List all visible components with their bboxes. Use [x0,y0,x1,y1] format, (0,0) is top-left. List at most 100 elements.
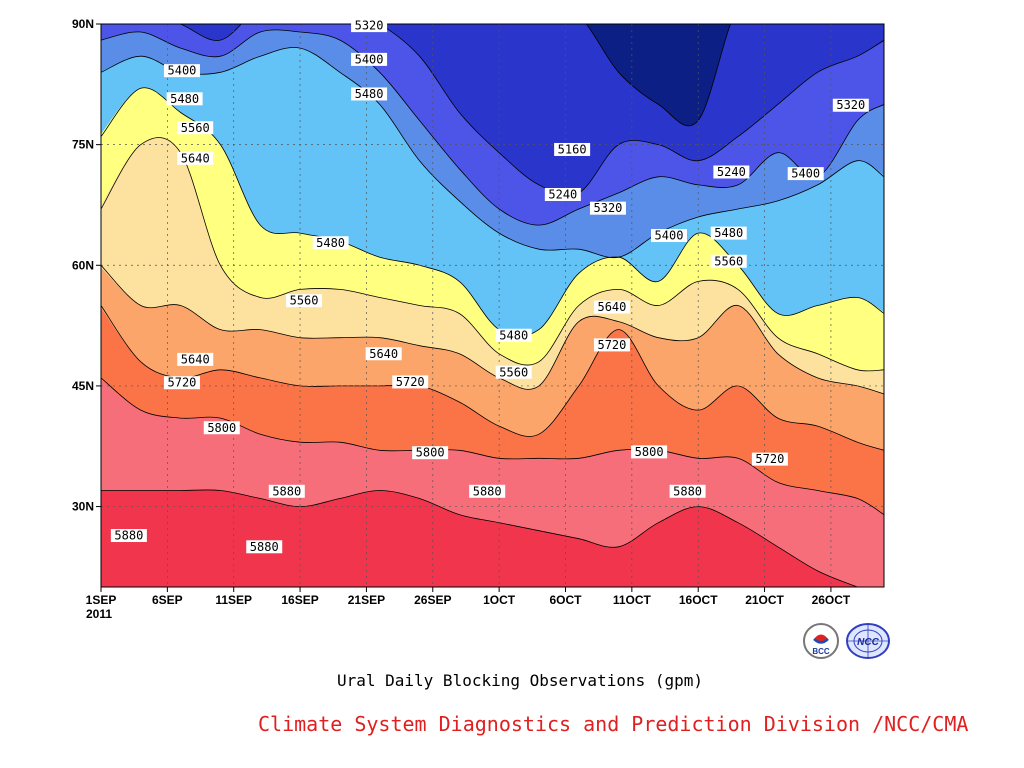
contour-label-5560: 5560 [499,365,528,379]
contour-label-5800: 5800 [635,445,664,459]
contour-label-5880: 5880 [272,484,301,498]
contour-label-box [412,446,449,460]
x-tick-label: 16SEP [281,593,318,607]
contour-label-box [832,98,869,112]
x-tick-label: 21SEP [348,593,385,607]
contour-label-box [312,236,349,250]
contour-label-5480: 5480 [355,87,384,101]
contour-label-5480: 5480 [499,328,528,342]
x-tick-label: 6SEP [152,593,183,607]
contour-line-5560 [101,137,884,372]
x-tick-label: 11SEP [215,593,252,607]
contour-label-5800: 5800 [416,446,445,460]
contour-label-box [110,529,147,543]
contour-label-5240: 5240 [717,165,746,179]
contour-label-box [554,142,591,156]
contour-label-5560: 5560 [714,254,743,268]
contour-label-5480: 5480 [170,92,199,106]
contour-label-box [177,121,214,135]
contour-label-box [286,294,323,308]
contour-label-box [177,151,214,165]
credit-text: Climate System Diagnostics and Predictio… [258,712,969,736]
contour-label-5880: 5880 [473,484,502,498]
contour-label-box [751,452,788,466]
contour-label-box [177,352,214,366]
contour-label-box [589,201,626,215]
contour-label-5720: 5720 [396,375,425,389]
contour-label-5240: 5240 [548,188,577,202]
contour-label-box [495,328,532,342]
contour-label-box [246,540,283,554]
x-tick-label: 6OCT [549,593,582,607]
x-tick-label: 1OCT [483,593,516,607]
contour-label-5720: 5720 [597,338,626,352]
contour-label-5480: 5480 [714,226,743,240]
x-tick-label: 26OCT [812,593,851,607]
contour-label-box [544,188,581,202]
contour-label-5880: 5880 [673,484,702,498]
contour-label-5400: 5400 [168,64,197,78]
chart-title: Ural Daily Blocking Observations (gpm) [336,671,704,690]
y-axis: 30N 45N 60N 75N 90N [72,17,101,514]
contour-label-box [593,300,630,314]
contour-label-5400: 5400 [791,167,820,181]
contour-label-box [713,165,750,179]
contour-label-5480: 5480 [316,236,345,250]
contour-label-box [166,92,203,106]
x-tick-label: 26SEP [414,593,451,607]
contour-label-box [495,365,532,379]
contour-label-box [203,421,240,435]
bcc-logo-text: BCC [812,647,830,656]
contour-label-box [365,347,402,361]
x-tick-label: 1SEP [86,593,117,607]
contour-label-5720: 5720 [168,376,197,390]
contour-label-box [669,484,706,498]
contour-label-5800: 5800 [207,421,236,435]
contour-label-5160: 5160 [558,142,587,156]
contour-label-5640: 5640 [597,300,626,314]
x-tick-label: 21OCT [745,593,784,607]
contour-label-box [163,64,200,78]
contour-label-box [593,338,630,352]
x-axis: 1SEP 6SEP 11SEP 16SEP 21SEP 26SEP 1OCT 6OCT 11OC… [86,587,851,621]
contour-label-box [392,375,429,389]
contour-label-box [163,376,200,390]
contour-label-5720: 5720 [755,452,784,466]
y-tick-label: 45N [72,379,94,393]
plot-frame [100,23,885,588]
contour-line-5320 [101,29,884,226]
contour-label-box [469,484,506,498]
contour-label-box [710,254,747,268]
bcc-logo: BCC [800,622,846,662]
y-tick-label: 90N [72,17,94,31]
contour-label-box [710,226,747,240]
x-tick-label: 16OCT [679,593,718,607]
ncc-logo-text: NCC [857,637,879,648]
contour-label-5400: 5400 [655,229,684,243]
contour-label-5320: 5320 [836,98,865,112]
contour-label-layer: 5320 5400 5480 5400 5480 5560 5640 5160 5240 5320… [110,19,869,554]
contour-label-5640: 5640 [181,352,210,366]
contour-label-box [631,445,668,459]
contour-fill-layer [101,24,884,587]
contour-label-box [268,484,305,498]
contour-label-5560: 5560 [181,121,210,135]
y-tick-label: 60N [72,258,94,272]
x-tick-year-label: 2011 [86,607,112,621]
ncc-logo: NCC [845,622,891,662]
contour-label-box [787,167,824,181]
x-tick-label: 11OCT [613,593,652,607]
contour-label-box [351,52,388,66]
contour-label-box [351,19,388,33]
contour-label-5320: 5320 [355,19,384,33]
contour-label-5880: 5880 [250,540,279,554]
contour-line-5400 [101,47,884,259]
contour-label-box [351,87,388,101]
y-tick-label: 75N [72,138,94,152]
contour-label-5560: 5560 [290,294,319,308]
band-fill-5160 [586,24,731,126]
contour-label-5400: 5400 [355,52,384,66]
contour-label-5320: 5320 [594,201,623,215]
contour-label-box [651,229,688,243]
